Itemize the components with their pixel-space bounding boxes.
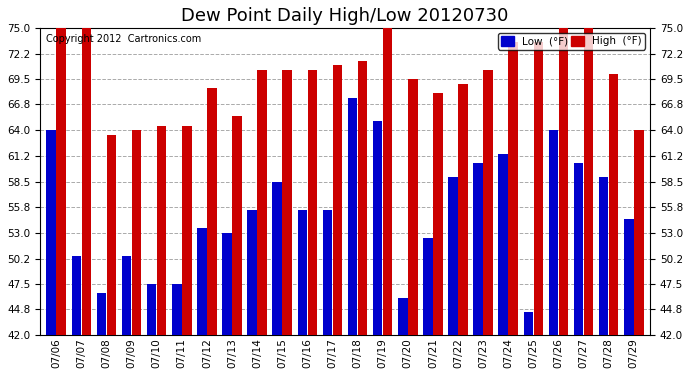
Bar: [132, 130, 141, 375]
Legend: Low  (°F), High  (°F): Low (°F), High (°F): [498, 33, 645, 50]
Bar: [484, 70, 493, 375]
Bar: [533, 42, 543, 375]
Bar: [97, 294, 106, 375]
Bar: [609, 75, 618, 375]
Bar: [233, 116, 241, 375]
Text: Copyright 2012  Cartronics.com: Copyright 2012 Cartronics.com: [46, 34, 201, 44]
Bar: [197, 228, 206, 375]
Bar: [72, 256, 81, 375]
Bar: [559, 28, 569, 375]
Bar: [282, 70, 292, 375]
Bar: [182, 126, 192, 375]
Bar: [157, 126, 166, 375]
Bar: [297, 210, 307, 375]
Bar: [222, 233, 232, 375]
Bar: [81, 28, 91, 375]
Bar: [634, 130, 644, 375]
Bar: [498, 154, 508, 375]
Bar: [458, 84, 468, 375]
Bar: [247, 210, 257, 375]
Bar: [574, 163, 583, 375]
Bar: [398, 298, 408, 375]
Bar: [207, 88, 217, 375]
Bar: [473, 163, 483, 375]
Bar: [107, 135, 116, 375]
Bar: [308, 70, 317, 375]
Bar: [57, 28, 66, 375]
Bar: [549, 130, 558, 375]
Bar: [333, 65, 342, 375]
Bar: [358, 60, 367, 375]
Bar: [423, 237, 433, 375]
Bar: [624, 219, 633, 375]
Bar: [121, 256, 131, 375]
Bar: [383, 28, 393, 375]
Bar: [273, 182, 282, 375]
Bar: [509, 42, 518, 375]
Bar: [373, 121, 382, 375]
Bar: [408, 79, 417, 375]
Bar: [348, 98, 357, 375]
Bar: [172, 284, 181, 375]
Bar: [147, 284, 157, 375]
Bar: [599, 177, 609, 375]
Bar: [448, 177, 457, 375]
Bar: [46, 130, 56, 375]
Bar: [433, 93, 443, 375]
Title: Dew Point Daily High/Low 20120730: Dew Point Daily High/Low 20120730: [181, 7, 509, 25]
Bar: [257, 70, 267, 375]
Bar: [524, 312, 533, 375]
Bar: [584, 28, 593, 375]
Bar: [323, 210, 332, 375]
